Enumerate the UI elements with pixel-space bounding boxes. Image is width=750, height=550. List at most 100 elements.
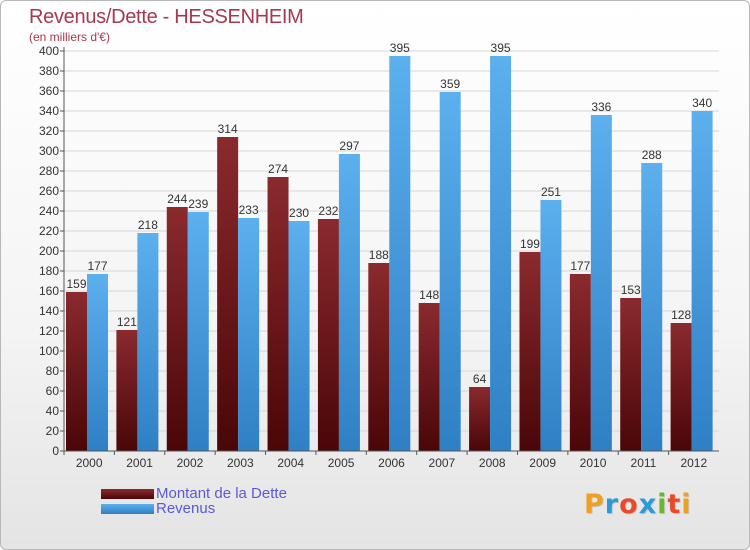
y-tick-label: 200 [39, 244, 59, 258]
revenue-value-label: 340 [692, 96, 712, 110]
debt-value-label: 244 [167, 192, 187, 206]
x-tick-label: 2003 [227, 456, 254, 470]
logo-letter: x [638, 489, 658, 520]
y-tick-label: 20 [46, 424, 60, 438]
debt-value-label: 64 [473, 372, 487, 386]
revenue-value-label: 251 [541, 185, 561, 199]
logo-letter: i [657, 489, 668, 520]
debt-value-label: 232 [318, 204, 338, 218]
legend-label-debt: Montant de la Dette [156, 485, 287, 502]
y-tick-label: 160 [39, 284, 59, 298]
revenue-bar [137, 233, 159, 451]
debt-bar [217, 137, 239, 451]
debt-bar [418, 303, 440, 451]
y-tick-label: 120 [39, 324, 59, 338]
x-tick-label: 2007 [429, 456, 456, 470]
debt-bar [267, 177, 289, 451]
revenue-bar [691, 111, 713, 451]
axes: 0 20 40 60 80 100 120 140 160 180 200 220 240 260 280 3… [39, 44, 719, 470]
proxiti-logo: Proxiti [584, 489, 692, 520]
revenue-value-label: 395 [491, 41, 511, 55]
debt-bar [166, 207, 188, 451]
x-tick-label: 2002 [177, 456, 204, 470]
revenue-bar [490, 56, 512, 451]
revenue-bar [590, 115, 612, 451]
logo-letter: i [681, 489, 692, 520]
y-tick-label: 80 [46, 364, 60, 378]
y-tick-label: 360 [39, 84, 59, 98]
y-tick-label: 260 [39, 184, 59, 198]
revenue-value-label: 177 [87, 259, 107, 273]
y-tick-label: 320 [39, 124, 59, 138]
revenue-bar [87, 274, 108, 451]
legend-swatch-revenue [101, 504, 154, 514]
revenue-value-label: 288 [642, 148, 662, 162]
logo-letter: o [619, 489, 639, 520]
debt-value-label: 148 [419, 288, 439, 302]
x-tick-label: 2011 [631, 456, 657, 470]
y-tick-label: 180 [39, 264, 59, 278]
y-tick-label: 340 [39, 104, 59, 118]
revenue-value-label: 218 [138, 218, 158, 232]
x-tick-label: 2000 [76, 456, 103, 470]
y-tick-label: 300 [39, 144, 59, 158]
revenue-bar [187, 212, 209, 451]
y-tick-label: 140 [39, 304, 59, 318]
debt-bar [66, 292, 87, 451]
revenue-bar [389, 56, 411, 451]
debt-value-label: 314 [218, 122, 238, 136]
logo-letter: r [604, 489, 620, 520]
debt-value-label: 274 [268, 162, 288, 176]
logo-letter: t [667, 489, 682, 520]
x-tick-label: 2010 [580, 456, 607, 470]
debt-value-label: 128 [671, 308, 691, 322]
revenue-bar [338, 154, 360, 451]
debt-bar [569, 274, 591, 451]
x-tick-label: 2005 [328, 456, 355, 470]
debt-value-label: 199 [520, 237, 540, 251]
chart-title: Revenus/Dette - HESSENHEIM [29, 6, 304, 28]
revenue-bar [238, 218, 260, 451]
y-tick-label: 100 [39, 344, 59, 358]
debt-bar [670, 323, 692, 451]
debt-bar [620, 298, 642, 451]
y-tick-label: 400 [39, 44, 59, 58]
y-tick-label: 280 [39, 164, 59, 178]
debt-bar [519, 252, 541, 451]
revenue-bar [288, 221, 310, 451]
revenue-value-label: 239 [188, 197, 208, 211]
debt-value-label: 177 [570, 259, 590, 273]
debt-bar [368, 263, 390, 451]
chart-unit-label: (en milliers d'€) [29, 30, 110, 44]
debt-value-label: 159 [66, 277, 86, 291]
x-tick-label: 2006 [378, 456, 405, 470]
revenue-value-label: 297 [339, 139, 359, 153]
debt-bar [469, 387, 491, 451]
x-tick-label: 2012 [680, 456, 707, 470]
legend-label-revenue: Revenus [156, 500, 216, 517]
y-tick-label: 0 [52, 444, 59, 458]
y-tick-label: 60 [46, 384, 60, 398]
y-tick-label: 380 [39, 64, 59, 78]
x-tick-label: 2004 [277, 456, 304, 470]
revenue-value-label: 233 [239, 203, 259, 217]
debt-value-label: 121 [117, 315, 137, 329]
revenue-bar [540, 200, 562, 451]
revenue-value-label: 336 [591, 100, 611, 114]
revenue-value-label: 395 [390, 41, 410, 55]
revenue-bar [641, 163, 663, 451]
bar-chart: 0 20 40 60 80 100 120 140 160 180 200 220 240 260 280 3… [39, 41, 719, 470]
y-tick-label: 220 [39, 224, 59, 238]
revenue-bar [439, 92, 461, 451]
x-tick-label: 2009 [529, 456, 556, 470]
debt-bar [317, 219, 339, 451]
debt-bar [116, 330, 138, 451]
y-tick-label: 40 [46, 404, 60, 418]
legend-swatch-debt [101, 489, 154, 499]
revenue-value-label: 359 [440, 77, 460, 91]
bars [66, 56, 713, 451]
debt-value-label: 153 [621, 283, 641, 297]
logo-letter: P [584, 489, 605, 520]
